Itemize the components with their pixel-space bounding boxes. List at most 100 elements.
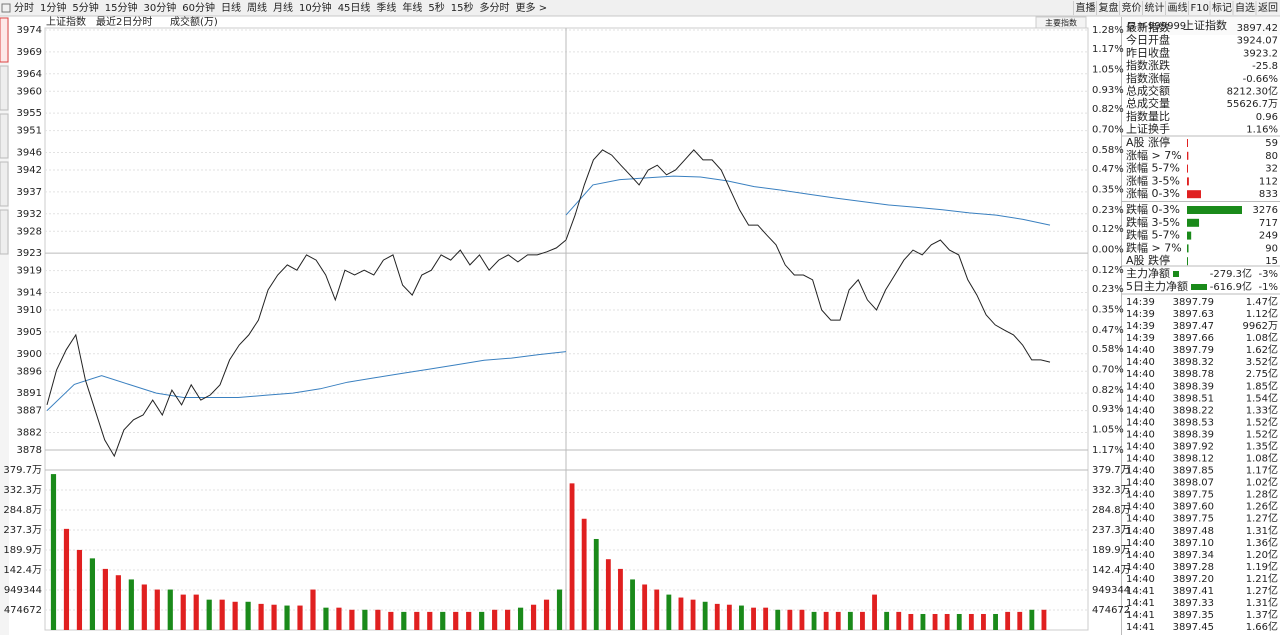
toolbar-item[interactable]: 15秒 [451,1,474,14]
y2-tick-label: 1.17% [1092,44,1124,55]
toolbar-item[interactable]: 竞价 [1122,1,1142,14]
volume-bar [375,609,381,630]
side-tab[interactable] [0,113,9,159]
volume-bar [141,584,147,630]
volume-tick-label: 142.4万 [3,565,42,576]
tick-price: 3897.92 [1173,441,1214,452]
volume-bar [763,607,769,630]
toolbar-item[interactable]: 季线 [376,1,396,14]
tick-volume: 9962万 [1243,321,1278,332]
quote-value: 0.96 [1256,112,1278,123]
volume-bar [678,597,684,630]
volume-bar [219,599,225,630]
menu-icon[interactable] [1,3,11,13]
tick-volume: 1.20亿 [1246,548,1278,561]
volume-bar [569,483,575,630]
toolbar-item[interactable]: 月线 [273,1,293,14]
volume-bar [245,601,251,630]
breadth-bar [1187,244,1189,253]
tick-time: 14:40 [1126,393,1155,404]
volume-bar [466,611,472,630]
toolbar-item[interactable]: F10 [1191,3,1209,14]
volume-bar [427,611,433,630]
toolbar-item[interactable]: 多分时 [480,1,510,14]
tick-price: 3897.33 [1173,598,1214,609]
volume-bar [102,568,108,630]
tick-time: 14:40 [1126,454,1155,465]
toolbar-item[interactable]: 更多 > [516,1,548,14]
toolbar-item[interactable]: 自选 [1235,1,1255,14]
side-tab[interactable] [0,17,9,63]
toolbar-item[interactable]: 15分钟 [105,1,138,14]
volume-bar [787,609,793,630]
y2-tick-label: 0.23% [1092,284,1124,295]
volume-bar [1005,611,1011,630]
volume-bar [154,589,160,630]
y2-tick-label: 0.35% [1092,184,1124,195]
quote-value: 55626.7万 [1227,99,1278,110]
toolbar-item[interactable]: 1分钟 [40,1,66,14]
toolbar-item[interactable]: 年线 [402,1,422,14]
breadth-label: 跌幅 5-7% [1126,228,1180,242]
y2-tick-label: 0.12% [1092,224,1124,235]
volume-bar [944,613,950,630]
toolbar-item[interactable]: 5分钟 [72,1,98,14]
tick-volume: 3.52亿 [1246,355,1278,368]
y-tick-label: 3964 [17,69,42,80]
volume-bar [401,611,407,630]
volume-bar [414,611,420,630]
toolbar-item[interactable]: 分时 [14,2,34,14]
volume-tick-label: 284.8万 [1092,505,1131,516]
quote-value: 3897.42 [1237,23,1278,34]
toolbar-item[interactable]: 画线 [1168,1,1188,14]
y-tick-label: 3955 [17,108,42,119]
toolbar-item[interactable]: 10分钟 [299,1,332,14]
y2-tick-label: 0.93% [1092,404,1124,415]
toolbar-item[interactable]: 日线 [221,1,241,14]
tick-price: 3897.63 [1173,309,1214,320]
tick-time: 14:40 [1126,466,1155,477]
toolbar-item[interactable]: 复盘 [1099,1,1119,14]
chart-header: 上证指数 [46,15,86,28]
volume-bar [690,599,696,630]
volume-bar [206,599,212,630]
toolbar-item[interactable]: 返回 [1258,2,1278,14]
toolbar-item[interactable]: 5秒 [428,1,444,14]
y2-tick-label: 0.00% [1092,244,1124,255]
quote-value: -0.66% [1243,74,1278,85]
price-line [565,149,1051,363]
tick-time: 14:40 [1126,345,1155,356]
tick-price: 3897.79 [1173,345,1214,356]
volume-bar [860,611,865,630]
breadth-label: 涨幅 0-3% [1126,187,1180,200]
volume-bar [50,474,57,630]
side-tab[interactable] [0,65,9,111]
tick-volume: 1.52亿 [1246,427,1278,440]
tick-volume: 1.37亿 [1246,608,1278,621]
tick-volume: 1.08亿 [1246,452,1278,465]
breadth-value: 80 [1265,151,1278,162]
tick-volume: 1.26亿 [1246,500,1278,513]
toolbar-item[interactable]: 45日线 [338,1,371,14]
toolbar-item[interactable]: 统计 [1145,1,1165,14]
toolbar-item[interactable]: 30分钟 [143,1,176,14]
volume-bar [751,607,756,630]
side-tab[interactable] [0,209,9,255]
breadth-label: 跌幅 3-5% [1126,215,1180,229]
toolbar-item[interactable]: 标记 [1212,2,1232,14]
volume-bar [739,605,744,630]
toolbar-item[interactable]: 周线 [247,1,267,14]
volume-bar [872,594,877,630]
quote-label: 今日开盘 [1126,33,1170,47]
toolbar-item[interactable]: 直播 [1076,1,1096,14]
y2-tick-label: 1.05% [1092,64,1124,75]
tick-time: 14:40 [1126,429,1155,440]
side-tab[interactable] [0,161,9,207]
index-button-label[interactable]: 主要指数 [1045,18,1077,28]
flow-icon [1191,284,1207,290]
flow-value: -279.3亿 [1210,267,1252,280]
volume-bar [323,607,329,630]
toolbar-item[interactable]: 60分钟 [182,1,215,14]
tick-volume: 1.28亿 [1246,488,1278,501]
breadth-label: 涨幅 > 7% [1126,149,1182,162]
